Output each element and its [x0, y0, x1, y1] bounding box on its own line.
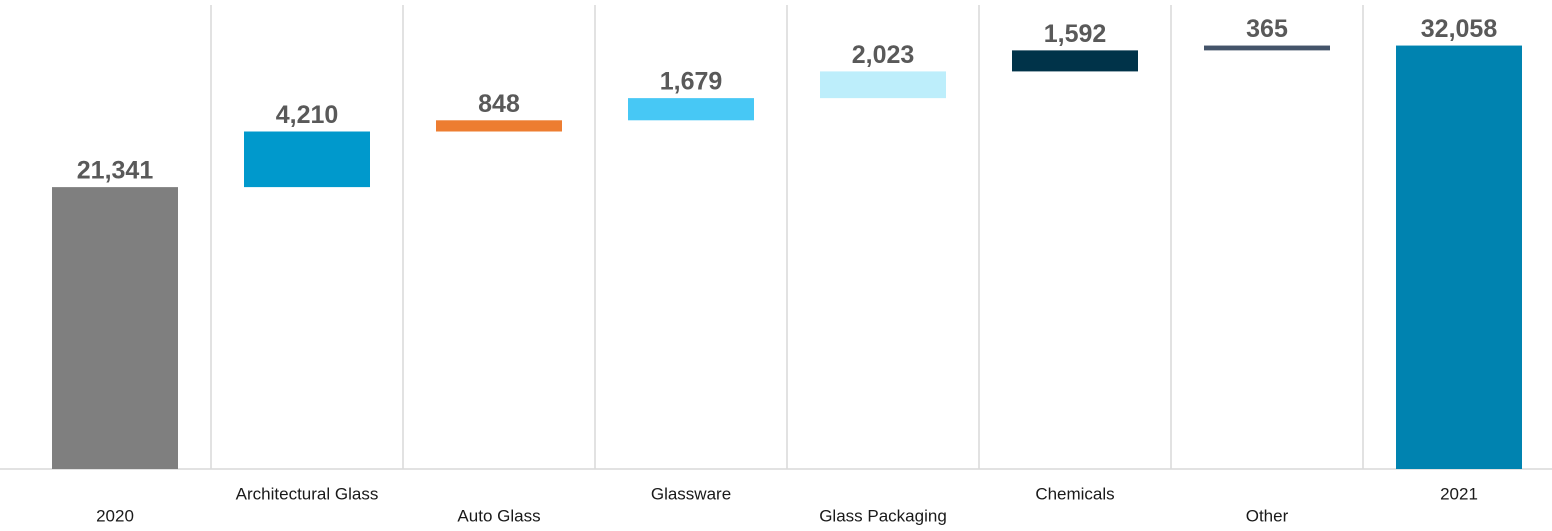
x-tick-label: 2020	[96, 506, 134, 525]
bar	[52, 187, 178, 469]
bar	[244, 131, 370, 188]
value-label: 1,679	[660, 68, 723, 96]
value-label: 2,023	[852, 41, 915, 69]
value-label: 1,592	[1044, 20, 1107, 48]
x-tick-label: Glassware	[651, 484, 731, 503]
bar	[1012, 50, 1138, 72]
bar	[820, 71, 946, 99]
x-tick-label: Auto Glass	[457, 506, 540, 525]
x-tick-label: Glass Packaging	[819, 506, 947, 525]
bar	[628, 98, 754, 121]
bar	[1204, 45, 1330, 51]
x-tick-label: Chemicals	[1035, 484, 1114, 503]
bar	[1396, 45, 1522, 469]
value-label: 21,341	[77, 157, 154, 185]
value-label: 32,058	[1421, 15, 1498, 43]
x-tick-label: Other	[1246, 506, 1289, 525]
value-label: 4,210	[276, 101, 339, 129]
x-tick-label: 2021	[1440, 484, 1478, 503]
x-tick-label: Architectural Glass	[236, 484, 379, 503]
value-label: 848	[478, 90, 520, 118]
value-label: 365	[1246, 15, 1288, 43]
bar	[436, 120, 562, 132]
